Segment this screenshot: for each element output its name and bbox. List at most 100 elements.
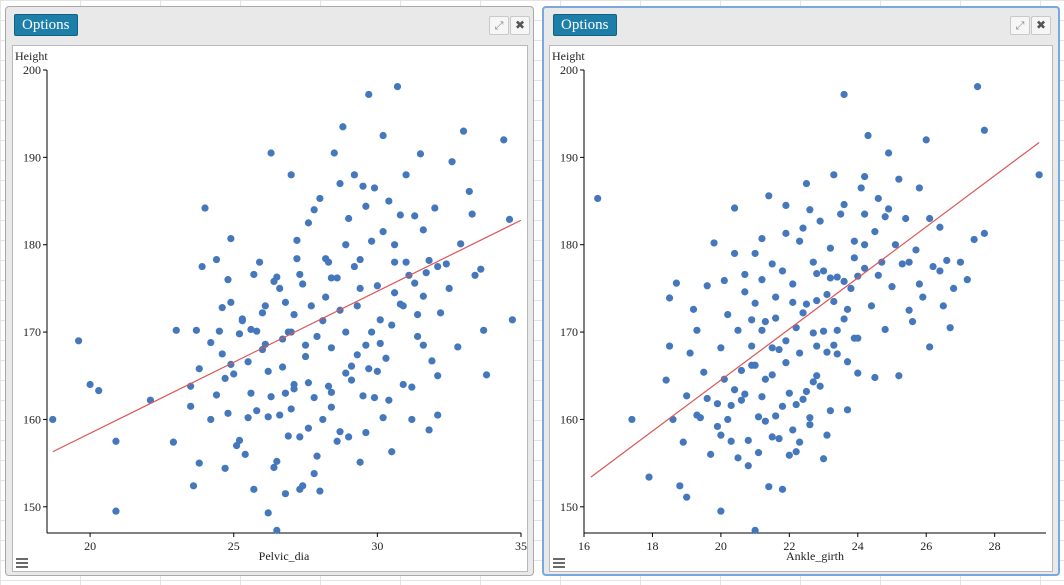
data-point [431,204,439,212]
data-point [324,258,333,266]
data-point [806,414,814,422]
data-point [950,284,958,292]
data-point [235,436,244,444]
data-point [336,179,344,188]
data-point [425,426,433,434]
data-point [86,380,94,389]
y-tick-label: 160 [560,412,578,426]
y-tick-label: 180 [560,238,578,252]
data-point [703,282,711,290]
data-point [471,271,479,279]
chart-window-pelvic: Options ⤢ ✖ 150 160 170 180 190 200 20 25 30 35 He… [5,6,534,576]
data-point [669,415,677,424]
data-point [333,274,341,282]
data-point [693,326,701,334]
data-point [428,357,436,365]
data-point [768,433,776,441]
data-point [864,131,872,140]
data-point [264,509,272,517]
data-point [373,367,381,375]
data-point [310,469,318,478]
data-point [368,237,376,245]
data-point [717,344,725,352]
data-point [888,283,896,291]
data-point [717,507,725,515]
data-point [799,395,807,403]
data-point [720,276,728,285]
data-point [761,317,769,326]
data-point [946,324,954,332]
data-point [434,411,442,419]
data-point [313,452,321,460]
data-point [744,462,752,470]
data-point [192,326,200,334]
data-point [809,258,817,266]
data-point [264,367,272,375]
data-point [861,241,869,249]
data-point [258,309,267,317]
data-point [871,373,879,382]
data-point [393,82,402,91]
data-point [313,332,321,341]
data-point [276,411,284,419]
hamburger-menu-icon[interactable] [553,558,565,568]
data-point [765,483,773,491]
data-point [980,126,988,134]
y-tick-label: 160 [23,412,41,426]
data-point [854,272,862,280]
data-point [754,413,763,421]
data-point [751,361,759,369]
y-tick-label: 190 [23,150,41,164]
data-point [665,342,674,350]
data-point [310,206,318,214]
data-point [980,229,988,237]
data-point [850,254,858,262]
data-point [419,226,427,234]
data-point [741,270,749,279]
close-icon[interactable]: ✖ [1031,16,1051,35]
data-point [823,348,831,356]
data-point [221,374,229,382]
data-point [201,204,209,212]
data-point [905,258,913,266]
data-point [347,376,356,384]
expand-icon[interactable]: ⤢ [489,16,509,35]
data-point [290,311,298,319]
data-point [442,260,450,268]
data-point [843,406,852,414]
data-point [761,417,769,425]
data-point [802,300,811,308]
data-point [751,526,759,534]
data-point [342,241,350,249]
data-point [195,459,203,467]
data-point [748,342,756,350]
options-button[interactable]: Options [553,14,617,36]
data-point [327,403,335,411]
data-point [710,239,718,247]
expand-icon[interactable]: ⤢ [1010,16,1030,35]
data-point [789,298,797,306]
data-point [247,389,255,397]
data-point [396,211,404,219]
close-icon[interactable]: ✖ [510,16,530,35]
data-point [939,302,947,310]
data-point [778,402,787,410]
data-point [703,394,711,403]
data-point [457,240,465,248]
data-point [963,276,971,284]
data-point [796,237,804,245]
data-point [737,366,746,375]
options-button[interactable]: Options [14,14,78,36]
data-point [411,279,419,287]
data-point [322,293,330,301]
data-point [379,414,387,422]
data-point [293,255,301,263]
data-point [833,326,841,334]
data-point [342,328,350,336]
data-point [819,455,828,463]
hamburger-menu-icon[interactable] [16,558,28,568]
data-point [813,342,821,350]
data-point [413,332,422,341]
data-point [391,241,399,249]
data-point [408,383,416,391]
